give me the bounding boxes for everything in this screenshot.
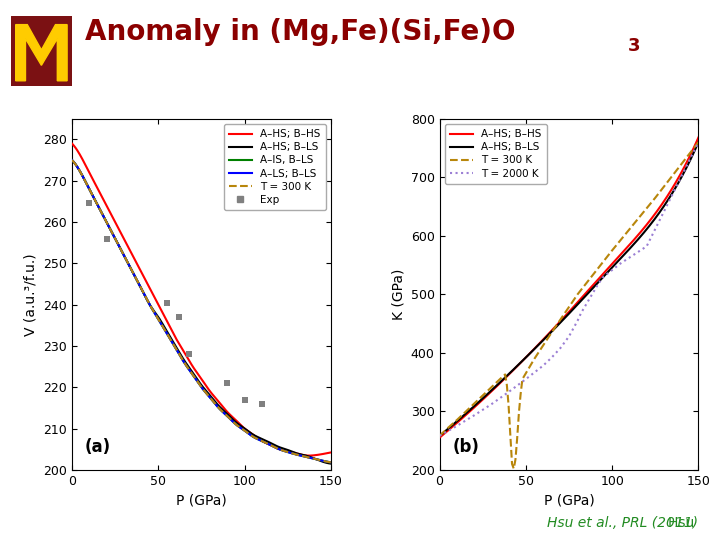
Point [184, 350, 195, 359]
Y-axis label: K (GPa): K (GPa) [391, 268, 405, 320]
Text: (a): (a) [85, 438, 111, 456]
Point [101, 234, 112, 243]
Legend: A–HS; B–HS, A–HS; B–LS, A–IS, B–LS, A–LS; B–LS, T = 300 K, Exp: A–HS; B–HS, A–HS; B–LS, A–IS, B–LS, A–LS… [224, 124, 325, 210]
Text: 3: 3 [628, 37, 640, 55]
Text: Hsu: Hsu [667, 516, 698, 530]
Text: Hsu et al., PRL (2011): Hsu et al., PRL (2011) [547, 516, 698, 530]
X-axis label: P (GPa): P (GPa) [544, 493, 594, 507]
Point [256, 400, 268, 408]
Text: (b): (b) [452, 438, 480, 456]
Point [84, 199, 95, 208]
Point [174, 313, 185, 321]
Point [222, 379, 233, 387]
Polygon shape [16, 25, 67, 81]
Text: Anomaly in (Mg,Fe)(Si,Fe)O: Anomaly in (Mg,Fe)(Si,Fe)O [85, 18, 516, 46]
Y-axis label: V (a.u.³/f.u.): V (a.u.³/f.u.) [24, 253, 37, 336]
Point [161, 298, 173, 307]
Point [239, 395, 251, 404]
Legend: A–HS; B–HS, A–HS; B–LS, T = 300 K, T = 2000 K: A–HS; B–HS, A–HS; B–LS, T = 300 K, T = 2… [445, 124, 546, 184]
X-axis label: P (GPa): P (GPa) [176, 493, 227, 507]
